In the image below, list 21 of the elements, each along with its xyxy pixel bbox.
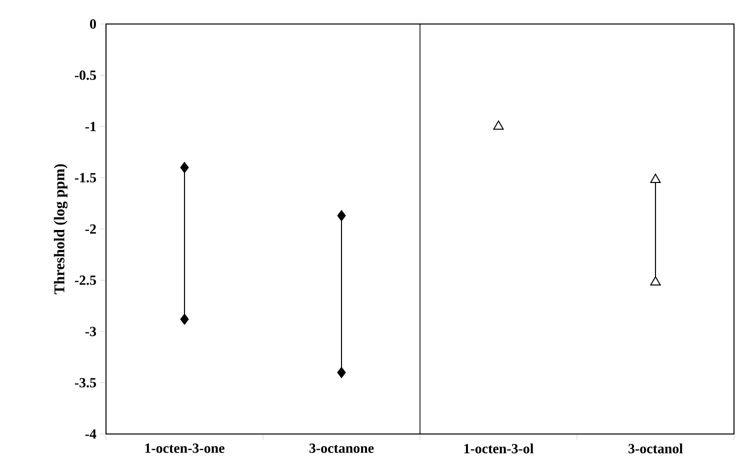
y-tick-label: 0 bbox=[90, 19, 96, 29]
y-tick-label: -4 bbox=[85, 429, 96, 439]
y-tick-label: -1.5 bbox=[74, 173, 96, 182]
y-tick-label: -2 bbox=[85, 224, 96, 234]
y-tick-label: -3.5 bbox=[74, 378, 96, 388]
y-tick-label: -3 bbox=[85, 326, 96, 336]
point bbox=[650, 276, 661, 286]
point bbox=[180, 162, 189, 173]
point bbox=[337, 210, 346, 222]
x-tick-label: 3-octanone bbox=[309, 444, 374, 453]
y-axis-title: Threshold (log ppm) bbox=[54, 164, 68, 294]
x-tick-label: 3-octanol bbox=[628, 444, 683, 454]
y-tick-label: -2.5 bbox=[74, 276, 96, 285]
x-tick-label: 1-octen-3-one bbox=[145, 444, 224, 453]
point bbox=[650, 174, 661, 184]
point bbox=[337, 367, 346, 378]
y-tick-label: -1 bbox=[85, 122, 96, 132]
x-tick-label: 1-octen-3-ol bbox=[464, 444, 534, 454]
y-tick-label: -0.5 bbox=[74, 70, 96, 80]
point bbox=[493, 120, 504, 130]
point bbox=[180, 314, 189, 325]
